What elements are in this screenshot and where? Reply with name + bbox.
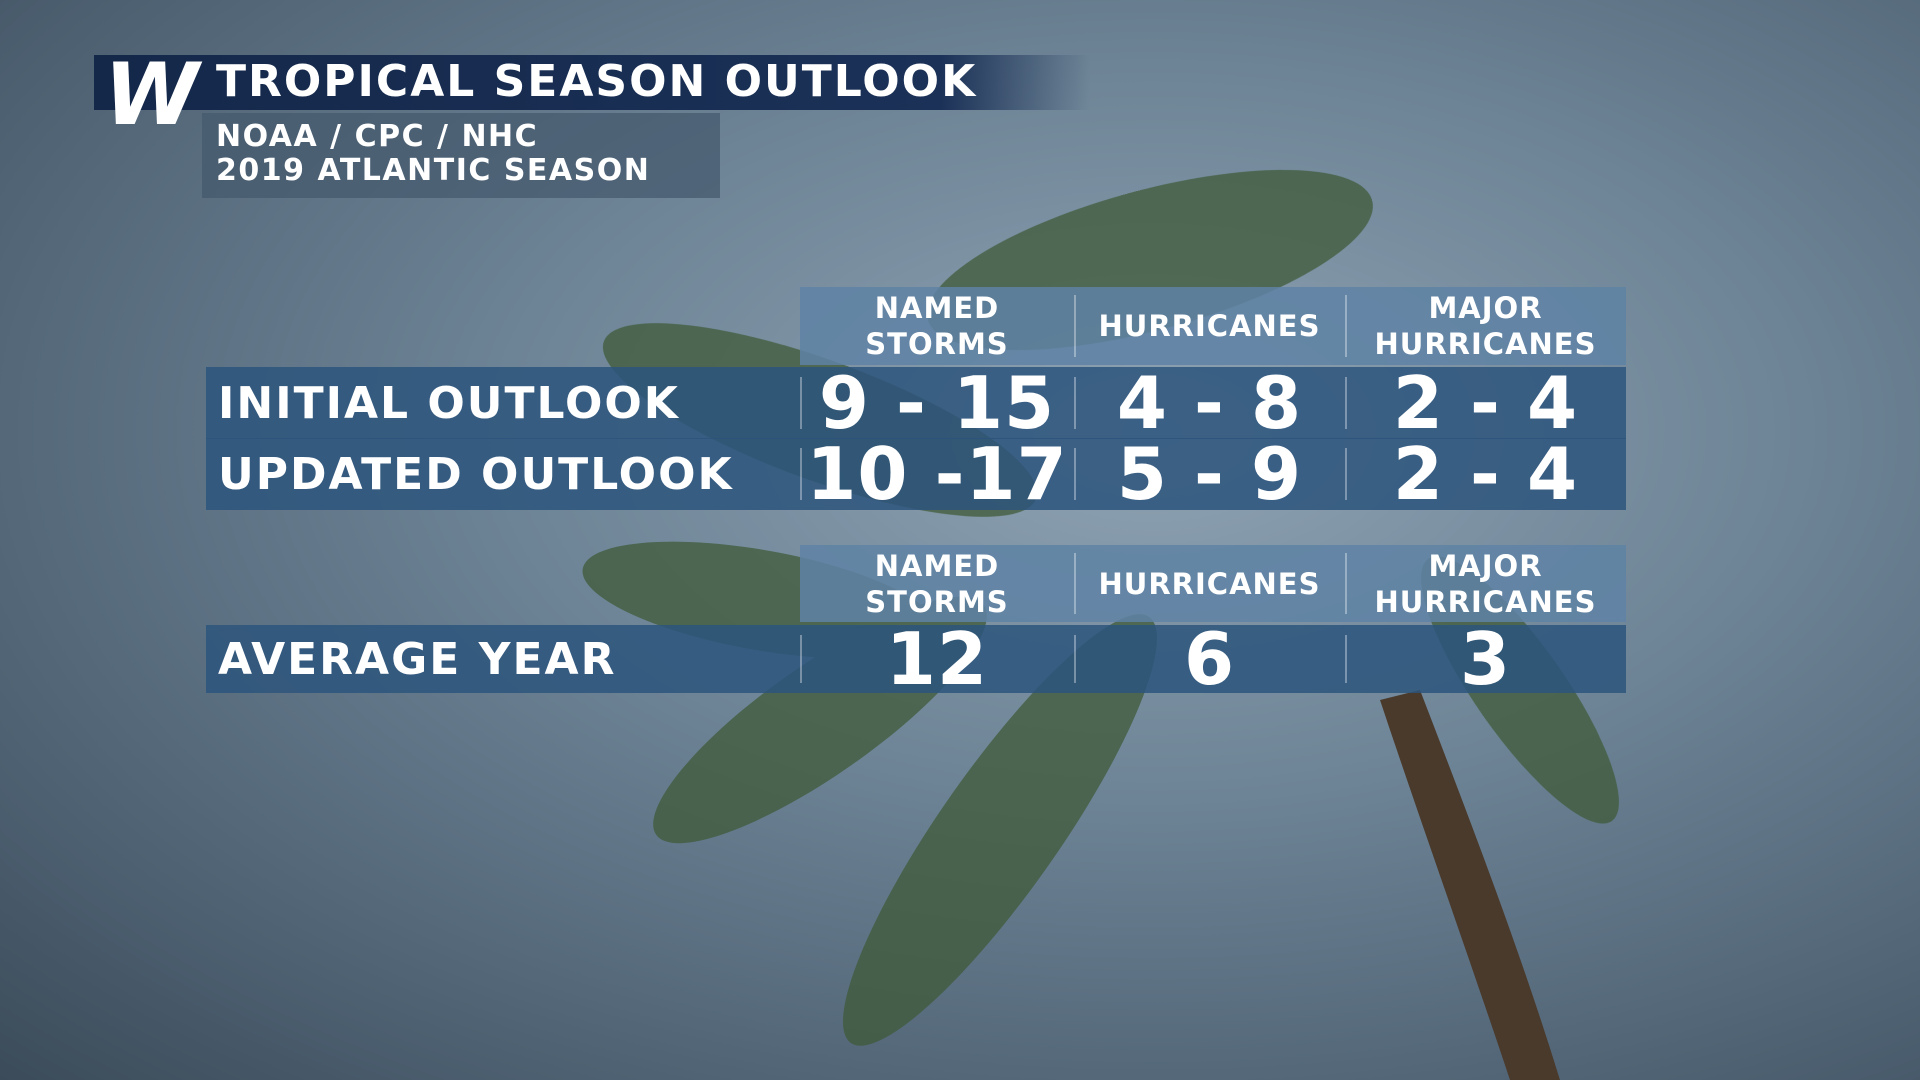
cell-value: 2 - 4: [1392, 432, 1579, 516]
cell-value: 9 - 15: [818, 361, 1056, 445]
row-label: INITIAL OUTLOOK: [218, 377, 680, 429]
column-header: NAMED STORMS: [865, 548, 1009, 619]
cell-value: 12: [885, 617, 989, 701]
subtitle-box: [202, 113, 720, 198]
separator: [1074, 448, 1076, 500]
title: TROPICAL SEASON OUTLOOK: [216, 56, 978, 107]
cell-value: 4 - 8: [1116, 361, 1303, 445]
logo: W: [104, 45, 199, 145]
table-row: [206, 625, 1626, 693]
cell-value: 3: [1459, 617, 1512, 701]
column-header-bg: [800, 545, 1626, 622]
separator: [800, 635, 802, 683]
separator: [1074, 377, 1076, 429]
column-header-bg: [800, 287, 1626, 365]
row-label: AVERAGE YEAR: [218, 633, 617, 685]
subtitle: 2019 ATLANTIC SEASON: [216, 153, 651, 188]
separator: [1345, 295, 1347, 357]
subtitle: NOAA / CPC / NHC: [216, 119, 539, 154]
separator: [1074, 553, 1076, 614]
cell-value: 10 -17: [806, 432, 1068, 516]
column-header: HURRICANES: [1098, 566, 1321, 601]
separator: [1345, 448, 1347, 500]
cell-value: 6: [1183, 617, 1236, 701]
separator: [800, 377, 802, 429]
cell-value: 5 - 9: [1116, 432, 1303, 516]
table-row: [206, 438, 1626, 510]
separator: [1345, 553, 1347, 614]
separator: [1345, 377, 1347, 429]
title-bar: [94, 55, 1090, 110]
table-row: [206, 367, 1626, 439]
cell-value: 2 - 4: [1392, 361, 1579, 445]
separator: [1074, 295, 1076, 357]
separator: [1345, 635, 1347, 683]
palm-trunk: [1380, 690, 1560, 1080]
column-header: MAJOR HURRICANES: [1374, 548, 1597, 619]
column-header: MAJOR HURRICANES: [1374, 291, 1597, 361]
separator: [1074, 635, 1076, 683]
column-header: NAMED STORMS: [865, 291, 1009, 361]
column-header: HURRICANES: [1098, 309, 1321, 343]
separator: [800, 448, 802, 500]
row-label: UPDATED OUTLOOK: [218, 448, 734, 500]
